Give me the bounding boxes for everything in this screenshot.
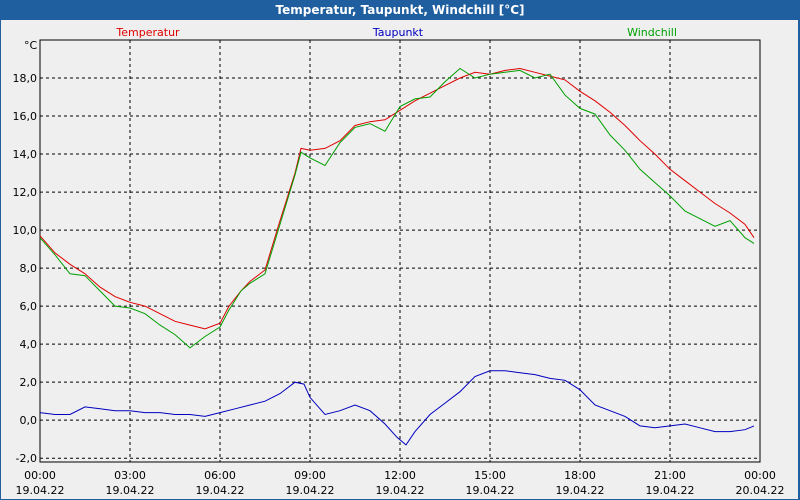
legend-item-windchill: Windchill (627, 26, 677, 39)
plot-frame (39, 39, 761, 463)
x-axis-ticks: 00:00 19.04.22 03:00 19.04.22 06:00 19.04.22 0… (16, 469, 785, 497)
y-tick-label: -2,0 (16, 452, 37, 465)
y-tick-label: 4,0 (20, 338, 38, 351)
legend-item-temperatur: Temperatur (115, 26, 180, 39)
legend: Temperatur Taupunkt Windchill (115, 26, 677, 39)
y-tick-label: 14,0 (13, 148, 38, 161)
x-tick-time: 00:00 (744, 469, 776, 482)
x-tick-time: 09:00 (294, 469, 326, 482)
y-tick-label: 2,0 (20, 376, 38, 389)
x-tick-date: 19.04.22 (106, 484, 155, 497)
series-line-taupunkt (39, 370, 755, 446)
y-tick-label: 8,0 (20, 262, 38, 275)
series-line-temperatur (39, 67, 755, 330)
x-tick-date: 19.04.22 (556, 484, 605, 497)
y-axis-ticks: 18,0 16,0 14,0 12,0 10,0 8,0 6,0 4,0 2,0 0,0 -2,0 (13, 72, 38, 465)
x-tick-time: 00:00 (24, 469, 56, 482)
grid-lines (40, 40, 760, 462)
series-lines (39, 67, 755, 446)
x-tick-time: 21:00 (654, 469, 686, 482)
y-tick-label: 12,0 (13, 186, 38, 199)
y-axis-unit: °C (24, 39, 38, 52)
y-tick-label: 10,0 (13, 224, 38, 237)
legend-item-taupunkt: Taupunkt (372, 26, 424, 39)
y-tick-label: 6,0 (20, 300, 38, 313)
x-tick-date: 19.04.22 (16, 484, 65, 497)
x-tick-time: 18:00 (564, 469, 596, 482)
x-tick-date: 19.04.22 (286, 484, 335, 497)
y-tick-label: 0,0 (20, 414, 38, 427)
x-tick-time: 12:00 (384, 469, 416, 482)
x-tick-time: 03:00 (114, 469, 146, 482)
x-tick-date: 20.04.22 (736, 484, 785, 497)
series-line-windchill (39, 67, 755, 349)
x-tick-date: 19.04.22 (196, 484, 245, 497)
x-tick-time: 06:00 (204, 469, 236, 482)
x-tick-date: 19.04.22 (376, 484, 425, 497)
x-tick-time: 15:00 (474, 469, 506, 482)
x-tick-date: 19.04.22 (646, 484, 695, 497)
y-tick-label: 16,0 (13, 110, 38, 123)
y-tick-label: 18,0 (13, 72, 38, 85)
x-tick-date: 19.04.22 (466, 484, 515, 497)
window-title: Temperatur, Taupunkt, Windchill [°C] (275, 3, 525, 17)
